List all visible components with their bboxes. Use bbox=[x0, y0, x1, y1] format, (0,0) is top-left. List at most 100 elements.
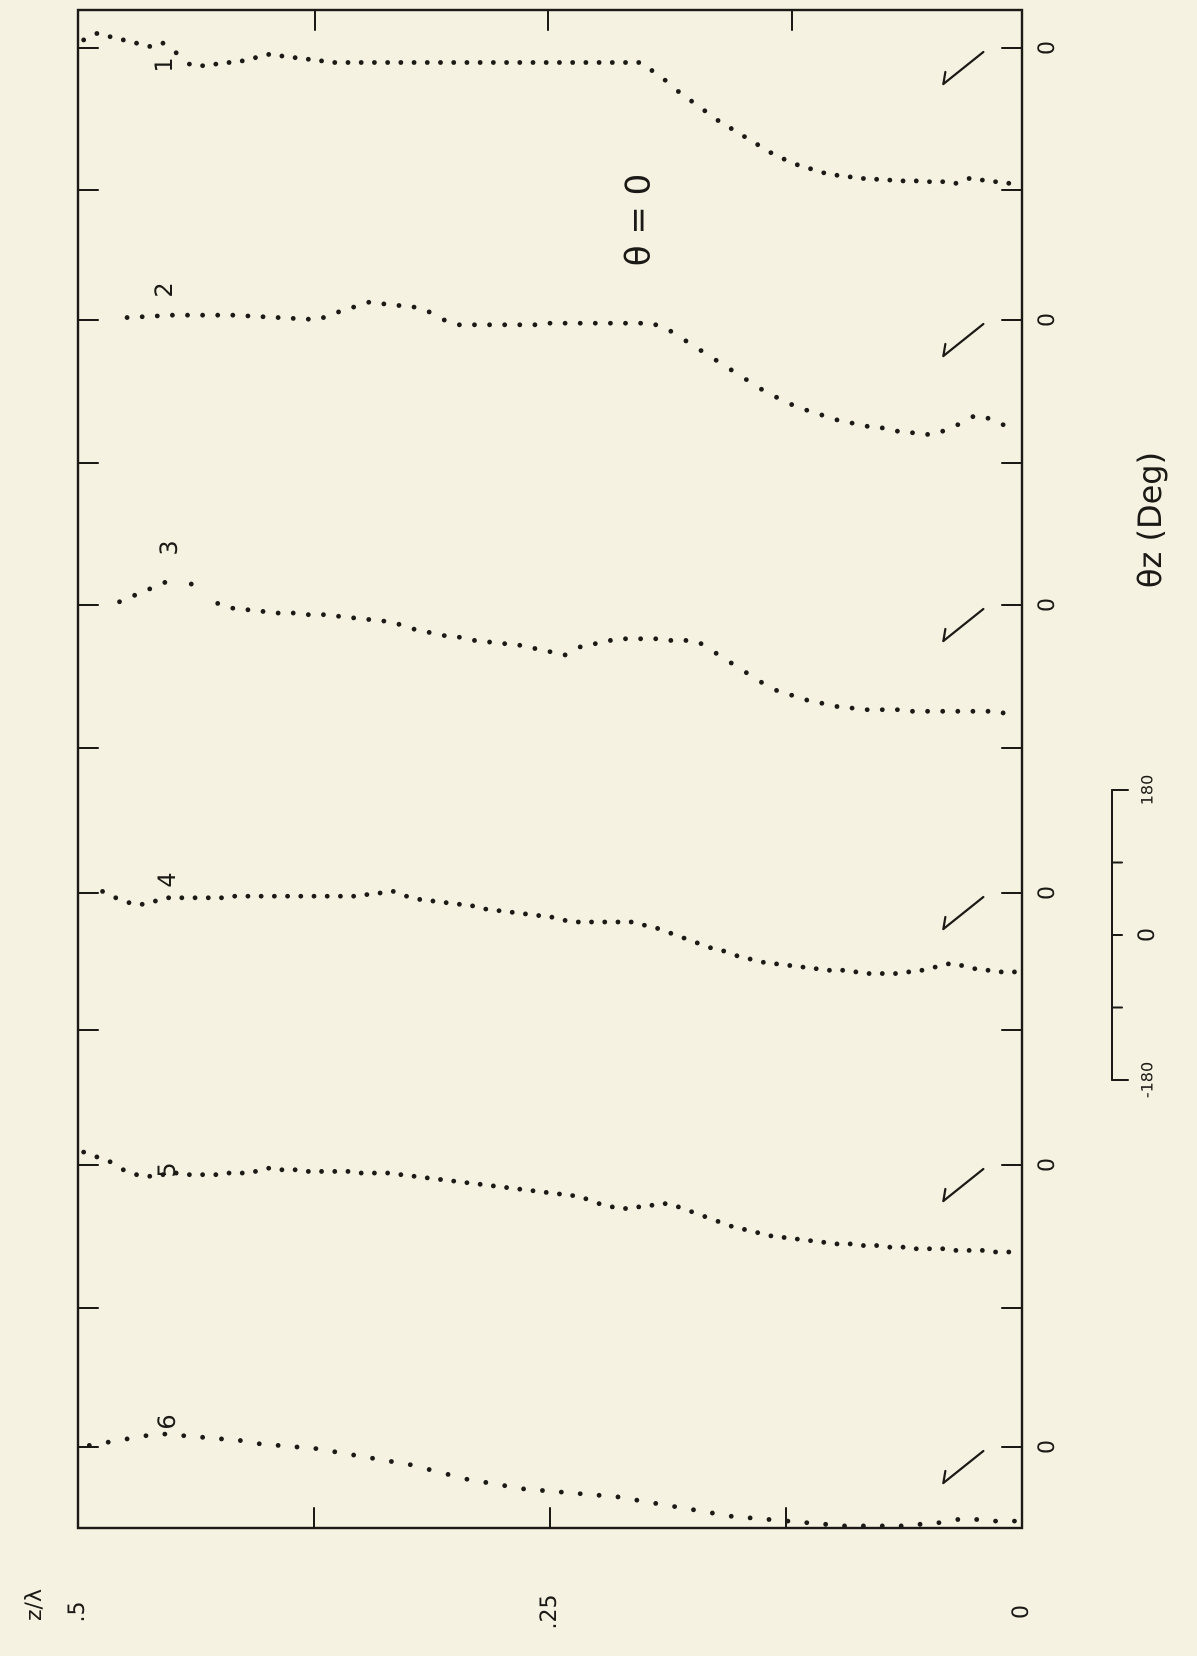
data-point bbox=[107, 1159, 113, 1165]
data-point bbox=[338, 893, 343, 899]
data-point bbox=[834, 1241, 840, 1247]
data-point bbox=[940, 1246, 946, 1252]
data-point bbox=[638, 320, 644, 326]
data-point bbox=[808, 1238, 813, 1244]
data-point bbox=[464, 1180, 470, 1186]
data-point bbox=[213, 1172, 219, 1178]
data-point bbox=[879, 1523, 885, 1529]
data-point bbox=[166, 895, 172, 901]
data-point bbox=[955, 708, 961, 714]
data-point bbox=[910, 430, 915, 436]
data-point bbox=[153, 898, 158, 904]
data-point bbox=[689, 98, 694, 104]
data-point bbox=[874, 1243, 880, 1248]
data-point bbox=[993, 1249, 998, 1255]
data-point bbox=[834, 172, 840, 178]
data-point bbox=[834, 417, 840, 423]
data-point bbox=[124, 1436, 130, 1442]
data-point bbox=[117, 599, 122, 605]
data-point bbox=[487, 639, 492, 645]
data-point bbox=[219, 895, 224, 901]
series-1 bbox=[81, 31, 1012, 186]
data-point bbox=[271, 893, 277, 899]
data-point bbox=[319, 1169, 324, 1174]
data-point bbox=[162, 1431, 168, 1437]
data-point bbox=[100, 888, 105, 894]
data-point bbox=[143, 1433, 149, 1439]
data-point bbox=[847, 1241, 853, 1247]
data-point bbox=[628, 919, 634, 925]
data-point bbox=[215, 312, 221, 318]
chart-title: θ = 0 bbox=[619, 174, 659, 267]
data-point bbox=[747, 1515, 753, 1521]
data-point bbox=[139, 901, 145, 907]
data-point bbox=[411, 626, 417, 632]
data-point bbox=[411, 1173, 417, 1179]
data-point bbox=[213, 61, 219, 67]
data-point bbox=[602, 919, 608, 925]
pointer-mark bbox=[942, 607, 985, 643]
series-2 bbox=[124, 299, 1006, 437]
data-point bbox=[319, 58, 324, 64]
data-point bbox=[734, 953, 740, 959]
data-point bbox=[160, 40, 166, 46]
series-6 bbox=[86, 1431, 1017, 1529]
data-point bbox=[411, 60, 417, 65]
pointer-mark bbox=[942, 1167, 985, 1203]
pointer-mark-head bbox=[942, 627, 947, 643]
data-point bbox=[900, 178, 906, 184]
data-point bbox=[608, 638, 613, 643]
data-point bbox=[490, 1183, 496, 1189]
data-point bbox=[540, 1488, 545, 1493]
data-point bbox=[906, 969, 912, 975]
data-point bbox=[910, 708, 915, 714]
data-point bbox=[245, 893, 251, 899]
series-label: 4 bbox=[153, 872, 181, 887]
data-point bbox=[615, 1494, 621, 1500]
data-point bbox=[557, 1191, 562, 1197]
data-point bbox=[562, 320, 568, 326]
data-point bbox=[532, 646, 538, 651]
data-point bbox=[132, 592, 138, 598]
data-point bbox=[370, 1455, 375, 1461]
data-point bbox=[742, 1227, 747, 1232]
data-point bbox=[160, 1172, 166, 1178]
data-point bbox=[894, 428, 900, 434]
data-point bbox=[504, 1185, 509, 1190]
data-point bbox=[547, 320, 553, 326]
data-point bbox=[477, 60, 483, 65]
data-point bbox=[713, 650, 719, 656]
data-point bbox=[305, 1169, 311, 1174]
data-point bbox=[332, 60, 338, 65]
data-point bbox=[424, 60, 430, 65]
pointer-mark bbox=[942, 322, 985, 358]
data-point bbox=[608, 320, 613, 326]
data-point bbox=[623, 1206, 628, 1211]
data-point bbox=[781, 1235, 787, 1240]
data-point bbox=[898, 1523, 904, 1529]
data-point bbox=[426, 629, 432, 635]
data-point bbox=[821, 1239, 827, 1245]
data-point bbox=[134, 40, 139, 46]
data-point bbox=[953, 1247, 959, 1253]
data-point bbox=[179, 895, 185, 901]
data-point bbox=[186, 1172, 192, 1178]
data-point bbox=[853, 969, 859, 975]
data-point bbox=[760, 959, 766, 965]
data-point bbox=[653, 1500, 659, 1506]
data-point bbox=[894, 707, 900, 713]
degree-scale-label: 0 bbox=[1135, 928, 1160, 942]
data-point bbox=[925, 708, 930, 714]
data-point bbox=[530, 1188, 536, 1194]
data-point bbox=[502, 1483, 508, 1489]
data-point bbox=[766, 1517, 772, 1522]
data-point bbox=[649, 1202, 655, 1208]
data-point bbox=[351, 893, 357, 899]
data-point bbox=[321, 612, 326, 618]
data-point bbox=[787, 963, 793, 968]
data-point bbox=[974, 1517, 980, 1522]
data-point bbox=[804, 697, 810, 703]
data-point bbox=[113, 895, 119, 901]
data-point bbox=[917, 1521, 923, 1527]
data-point bbox=[583, 1196, 589, 1202]
